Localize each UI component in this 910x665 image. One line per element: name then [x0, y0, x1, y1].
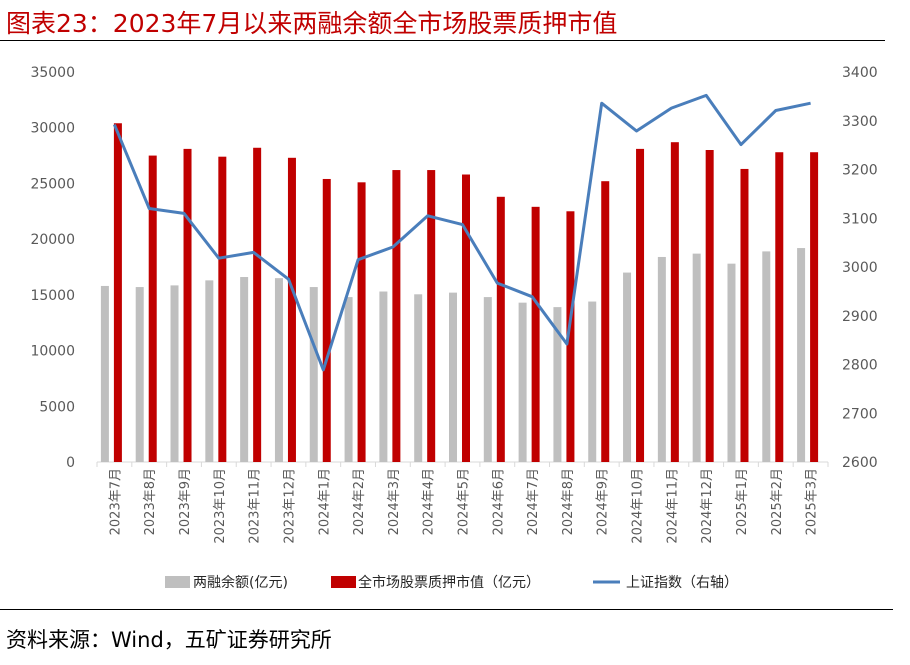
x-axis-tick-label: 2024年3月: [387, 468, 402, 535]
pledge-value-bar: [322, 178, 331, 462]
margin-balance-bar: [588, 301, 597, 462]
x-axis-labels: 2023年7月 2023年8月 2023年9月 2023年10月 2023年11月 202…: [108, 468, 819, 544]
right-axis-tick-label: 2700: [842, 406, 878, 422]
x-axis-tick-label: 2023年8月: [143, 468, 158, 535]
left-axis-tick-label: 10000: [30, 344, 75, 360]
margin-balance-bar: [518, 302, 527, 462]
x-axis-tick-label: 2024年2月: [352, 468, 367, 535]
series-margin-balance-bars: [100, 248, 806, 462]
pledge-value-bar: [531, 206, 540, 462]
pledge-value-bar: [740, 168, 749, 462]
x-axis-tick-label: 2024年12月: [700, 468, 715, 544]
right-axis-tick-label: 3400: [842, 65, 878, 81]
right-axis-tick-label: 2800: [842, 358, 878, 374]
margin-balance-bar: [100, 285, 109, 462]
pledge-value-bar: [287, 157, 296, 463]
margin-balance-bar: [170, 285, 179, 462]
margin-balance-bar: [797, 248, 806, 462]
left-axis-tick-label: 0: [66, 455, 75, 471]
left-axis-tick-label: 30000: [30, 121, 75, 137]
x-axis-tick-label: 2024年6月: [491, 468, 506, 535]
legend-label-shanghai-index: 上证指数（右轴）: [626, 575, 738, 591]
pledge-value-bar: [427, 170, 436, 463]
right-axis-ticks: 2600 2700 2800 2900 3000 3100 3200 3300 3400: [842, 65, 878, 471]
left-axis-tick-label: 35000: [30, 65, 75, 81]
margin-balance-bar: [309, 287, 318, 462]
right-axis-tick-label: 3000: [842, 260, 878, 276]
shanghai-index-line: [113, 93, 811, 372]
x-axis-tick-label: 2024年7月: [526, 468, 541, 535]
left-axis-tick-label: 5000: [39, 399, 75, 415]
chart-title: 图表23：2023年7月以来两融余额全市场股票质押市值: [6, 9, 618, 38]
margin-balance-bar: [274, 278, 283, 462]
pledge-value-bar: [148, 155, 157, 463]
margin-balance-bar: [692, 253, 701, 462]
pledge-value-bar: [810, 152, 819, 462]
margin-balance-bar: [344, 297, 353, 462]
x-axis-tick-label: 2023年9月: [178, 468, 193, 535]
x-axis-tick-label: 2024年10月: [631, 468, 646, 544]
pledge-value-bar: [218, 156, 227, 462]
x-axis-tick-label: 2023年10月: [213, 468, 228, 544]
margin-balance-bar: [205, 280, 214, 462]
pledge-value-bar: [462, 174, 470, 462]
x-axis-tick-label: 2024年5月: [457, 468, 472, 535]
legend: 两融余额(亿元) 全市场股票质押市值（亿元） 上证指数（右轴）: [165, 574, 738, 591]
pledge-value-bar: [601, 181, 610, 462]
pledge-value-bar: [357, 182, 366, 463]
series-shanghai-index-line: [113, 93, 811, 372]
series-pledge-value-bars: [113, 123, 819, 463]
margin-balance-bar: [240, 277, 249, 462]
left-axis-tick-label: 15000: [30, 288, 75, 304]
title-divider: [0, 40, 885, 41]
x-axis-tick-label: 2025年2月: [770, 468, 785, 535]
legend-label-margin-balance: 两融余额(亿元): [193, 574, 288, 591]
x-axis-tick-label: 2024年11月: [665, 468, 680, 544]
margin-balance-bar: [449, 292, 457, 462]
footer-divider: [0, 609, 893, 610]
x-axis-tick-label: 2023年12月: [282, 468, 297, 544]
chart-canvas: 0 5000 10000 15000 20000 25000 30000 35000 2600…: [30, 65, 878, 591]
legend-swatch-pledge-value: [331, 576, 356, 588]
margin-balance-bar: [483, 297, 492, 462]
pledge-value-bar: [113, 123, 122, 462]
x-axis-tick-label: 2025年3月: [805, 468, 820, 535]
right-axis-tick-label: 2900: [842, 309, 878, 325]
margin-balance-bar: [414, 294, 423, 462]
x-axis-tick-label: 2024年4月: [422, 468, 437, 535]
source-note: 资料来源：Wind，五矿证券研究所: [6, 628, 332, 652]
margin-balance-bar: [553, 307, 562, 462]
pledge-value-bar: [253, 147, 262, 462]
x-axis-tick-label: 2024年1月: [317, 468, 332, 535]
margin-balance-bar: [762, 251, 771, 462]
margin-balance-bar: [135, 287, 144, 462]
pledge-value-bar: [670, 142, 679, 462]
right-axis-tick-label: 2600: [842, 455, 878, 471]
pledge-value-bar: [496, 196, 505, 463]
right-axis-tick-label: 3300: [842, 114, 878, 130]
left-axis-tick-label: 25000: [30, 176, 75, 192]
pledge-value-bar: [775, 152, 784, 462]
margin-balance-bar: [623, 272, 632, 462]
x-axis-tick-label: 2024年8月: [561, 468, 576, 535]
x-axis-tick-label: 2025年1月: [735, 468, 750, 535]
x-axis-tick-label: 2023年7月: [108, 468, 123, 535]
x-axis-tick-label: 2024年9月: [596, 468, 611, 535]
margin-balance-bar: [657, 256, 666, 462]
x-axis-tick-label: 2023年11月: [248, 468, 263, 544]
pledge-value-bar: [392, 170, 401, 463]
legend-label-pledge-value: 全市场股票质押市值（亿元）: [358, 574, 540, 591]
left-axis-tick-label: 20000: [30, 232, 75, 248]
pledge-value-bar: [705, 150, 714, 462]
margin-balance-bar: [379, 291, 388, 462]
right-axis-tick-label: 3100: [842, 211, 878, 227]
pledge-value-bar: [566, 211, 575, 462]
left-axis-ticks: 0 5000 10000 15000 20000 25000 30000 35000: [30, 65, 75, 471]
legend-swatch-margin-balance: [165, 576, 190, 588]
x-axis-tick-marks: [96, 462, 829, 467]
pledge-value-bar: [183, 148, 192, 462]
pledge-value-bar: [636, 148, 645, 462]
margin-balance-bar: [727, 263, 736, 462]
right-axis-tick-label: 3200: [842, 163, 878, 179]
